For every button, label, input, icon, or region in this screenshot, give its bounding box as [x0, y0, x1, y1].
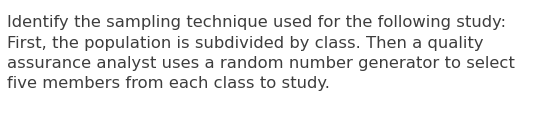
Text: Identify the sampling technique used for the following study:
First, the populat: Identify the sampling technique used for… [7, 15, 515, 91]
